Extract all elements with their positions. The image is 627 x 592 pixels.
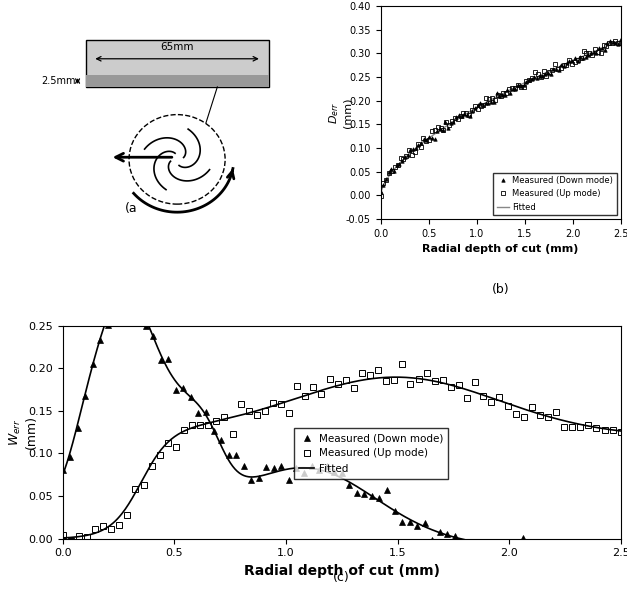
Measured (Down mode) [606,38,614,45]
Measured (Down mode) [489,545,497,552]
Measured (Up mode) [448,117,456,124]
Line: Measured (Down mode): Measured (Down mode) [60,287,623,568]
Measured (Up mode) [196,421,204,428]
Line: Measured (Up mode): Measured (Up mode) [379,39,623,198]
Bar [85,40,268,87]
Text: (b): (b) [492,283,510,296]
Line: Fitted: Fitted [63,292,621,556]
Fitted [604,551,612,558]
Fitted [611,40,619,47]
Bar [85,75,268,87]
Measured (Up mode) [552,408,560,416]
Fitted [362,488,369,496]
Measured (Up mode) [603,42,610,49]
Fitted [122,288,129,295]
Fitted [329,470,336,477]
Legend: Measured (Down mode), Measured (Up mode), Fitted: Measured (Down mode), Measured (Up mode)… [293,428,448,479]
Text: 65mm: 65mm [161,43,194,52]
Measured (Down mode) [617,562,624,570]
Fitted [507,86,514,94]
Measured (Up mode) [617,40,624,47]
Measured (Up mode) [611,37,619,44]
Fitted [325,469,332,476]
Measured (Up mode) [460,110,467,117]
Measured (Down mode) [59,466,66,474]
Fitted [393,508,400,515]
Fitted [377,192,384,199]
Measured (Down mode) [544,70,552,77]
Measured (Down mode) [564,549,572,556]
Measured (Down mode) [576,53,584,60]
Measured (Down mode) [377,188,384,195]
Measured (Down mode) [409,146,417,153]
Measured (Up mode) [67,538,75,545]
Circle shape [129,115,225,204]
Line: Measured (Down mode): Measured (Down mode) [379,37,623,194]
Y-axis label: $D_{err}$
(mm): $D_{err}$ (mm) [327,97,353,128]
Measured (Down mode) [617,35,624,42]
Measured (Down mode) [450,118,457,126]
Measured (Up mode) [302,392,309,400]
Fitted [574,55,581,62]
Measured (Up mode) [237,400,245,407]
Text: 2.5mm: 2.5mm [41,76,75,86]
Measured (Up mode) [374,366,382,374]
Measured (Up mode) [617,428,624,435]
Measured (Down mode) [582,53,589,60]
Fitted [492,94,500,101]
X-axis label: Radial depth of cut (mm): Radial depth of cut (mm) [244,564,440,578]
Measured (Down mode) [127,286,134,293]
Legend: Measured (Down mode), Measured (Up mode), Fitted: Measured (Down mode), Measured (Up mode)… [493,173,616,215]
Line: Measured (Up mode): Measured (Up mode) [60,361,623,543]
Measured (Down mode) [512,538,519,545]
Measured (Up mode) [59,531,66,538]
Measured (Down mode) [504,551,512,558]
Measured (Up mode) [497,93,504,100]
Fitted [617,552,624,559]
X-axis label: Radial depth of cut (mm): Radial depth of cut (mm) [423,244,579,255]
Fitted [520,80,527,87]
Fitted [617,37,624,44]
Text: (a: (a [125,202,138,215]
Text: (c): (c) [334,571,350,584]
Measured (Up mode) [417,144,424,151]
Measured (Up mode) [377,193,384,200]
Measured (Up mode) [451,115,458,122]
Fitted [517,544,525,551]
Measured (Down mode) [527,559,534,567]
Y-axis label: $W_{err}$
(mm): $W_{err}$ (mm) [8,415,38,449]
Fitted [59,471,66,478]
Measured (Down mode) [104,321,112,329]
Fitted [491,94,498,101]
Measured (Up mode) [399,360,406,367]
Line: Fitted: Fitted [381,41,621,195]
Measured (Up mode) [140,481,147,488]
